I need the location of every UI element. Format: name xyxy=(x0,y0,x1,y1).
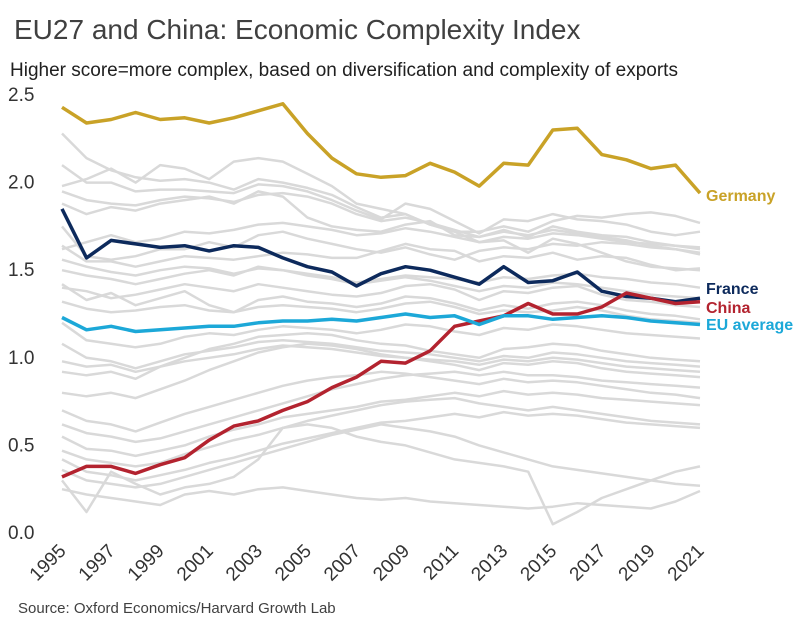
background-series-line-5 xyxy=(61,225,701,261)
france-line xyxy=(60,208,701,304)
x-tick-label: 2007 xyxy=(320,541,365,586)
germany-label: Germany xyxy=(706,188,775,205)
x-tick-label: 1999 xyxy=(124,541,169,586)
x-tick-label: 2021 xyxy=(664,541,709,586)
background-series-line-16 xyxy=(61,423,701,526)
germany-line xyxy=(61,102,702,195)
x-tick-label: 1997 xyxy=(75,541,120,586)
background-series-line-24 xyxy=(61,190,701,254)
y-tick-label: 0.5 xyxy=(8,435,34,456)
background-series-line-18 xyxy=(61,283,701,321)
background-series-line-10 xyxy=(61,321,701,349)
x-tick-label: 2019 xyxy=(615,541,660,586)
background-series-line-4 xyxy=(61,190,701,251)
background-series-line-17 xyxy=(61,486,701,510)
y-tick-label: 2.5 xyxy=(8,85,34,106)
y-tick-label: 1.5 xyxy=(8,260,34,281)
y-tick-label: 1.0 xyxy=(8,348,34,369)
chart-title: EU27 and China: Economic Complexity Inde… xyxy=(14,14,581,45)
source-note: Source: Oxford Economics/Harvard Growth … xyxy=(18,600,336,617)
background-series-line-26 xyxy=(61,344,701,374)
background-series-line-2 xyxy=(61,164,701,237)
y-axis: 0.0 0.5 1.0 1.5 2.0 2.5 xyxy=(8,85,34,544)
background-series-line-15 xyxy=(61,410,701,482)
x-tick-label: 2015 xyxy=(517,541,562,586)
background-series-line-13 xyxy=(61,370,701,433)
china-label: China xyxy=(706,300,751,317)
highlight-series-group xyxy=(60,102,702,479)
background-series-line-21 xyxy=(61,370,701,444)
background-series-line-7 xyxy=(61,265,701,289)
background-series-line-23 xyxy=(61,423,701,489)
x-tick-label: 2017 xyxy=(566,541,611,586)
background-series-line-12 xyxy=(61,342,701,400)
background-series-line-1 xyxy=(61,132,701,233)
eu-average-line xyxy=(61,312,701,334)
background-series-line-22 xyxy=(61,396,701,468)
background-series-line-6 xyxy=(61,242,701,272)
eu-average-label: EU average xyxy=(706,317,793,334)
x-tick-label: 2013 xyxy=(467,541,512,586)
y-tick-label: 2.0 xyxy=(8,173,34,194)
chart-subtitle: Higher score=more complex, based on dive… xyxy=(10,60,678,81)
x-axis: 1995 1997 1999 2001 2003 2005 2007 2009 2011 2013… xyxy=(26,541,709,586)
x-tick-label: 2009 xyxy=(369,541,414,586)
background-series-line-20 xyxy=(61,339,701,370)
background-series-line-19 xyxy=(61,221,701,251)
background-series-line-14 xyxy=(61,389,701,458)
x-tick-label: 1995 xyxy=(26,541,71,586)
background-series-line-8 xyxy=(61,282,701,309)
x-tick-label: 2011 xyxy=(419,541,463,585)
x-tick-label: 2001 xyxy=(173,541,218,586)
x-tick-label: 2005 xyxy=(271,541,316,586)
background-series-line-3 xyxy=(61,156,701,272)
france-label: France xyxy=(706,281,759,298)
china-line xyxy=(61,291,701,479)
y-tick-label: 0.0 xyxy=(8,523,34,544)
x-tick-label: 2003 xyxy=(222,541,267,586)
